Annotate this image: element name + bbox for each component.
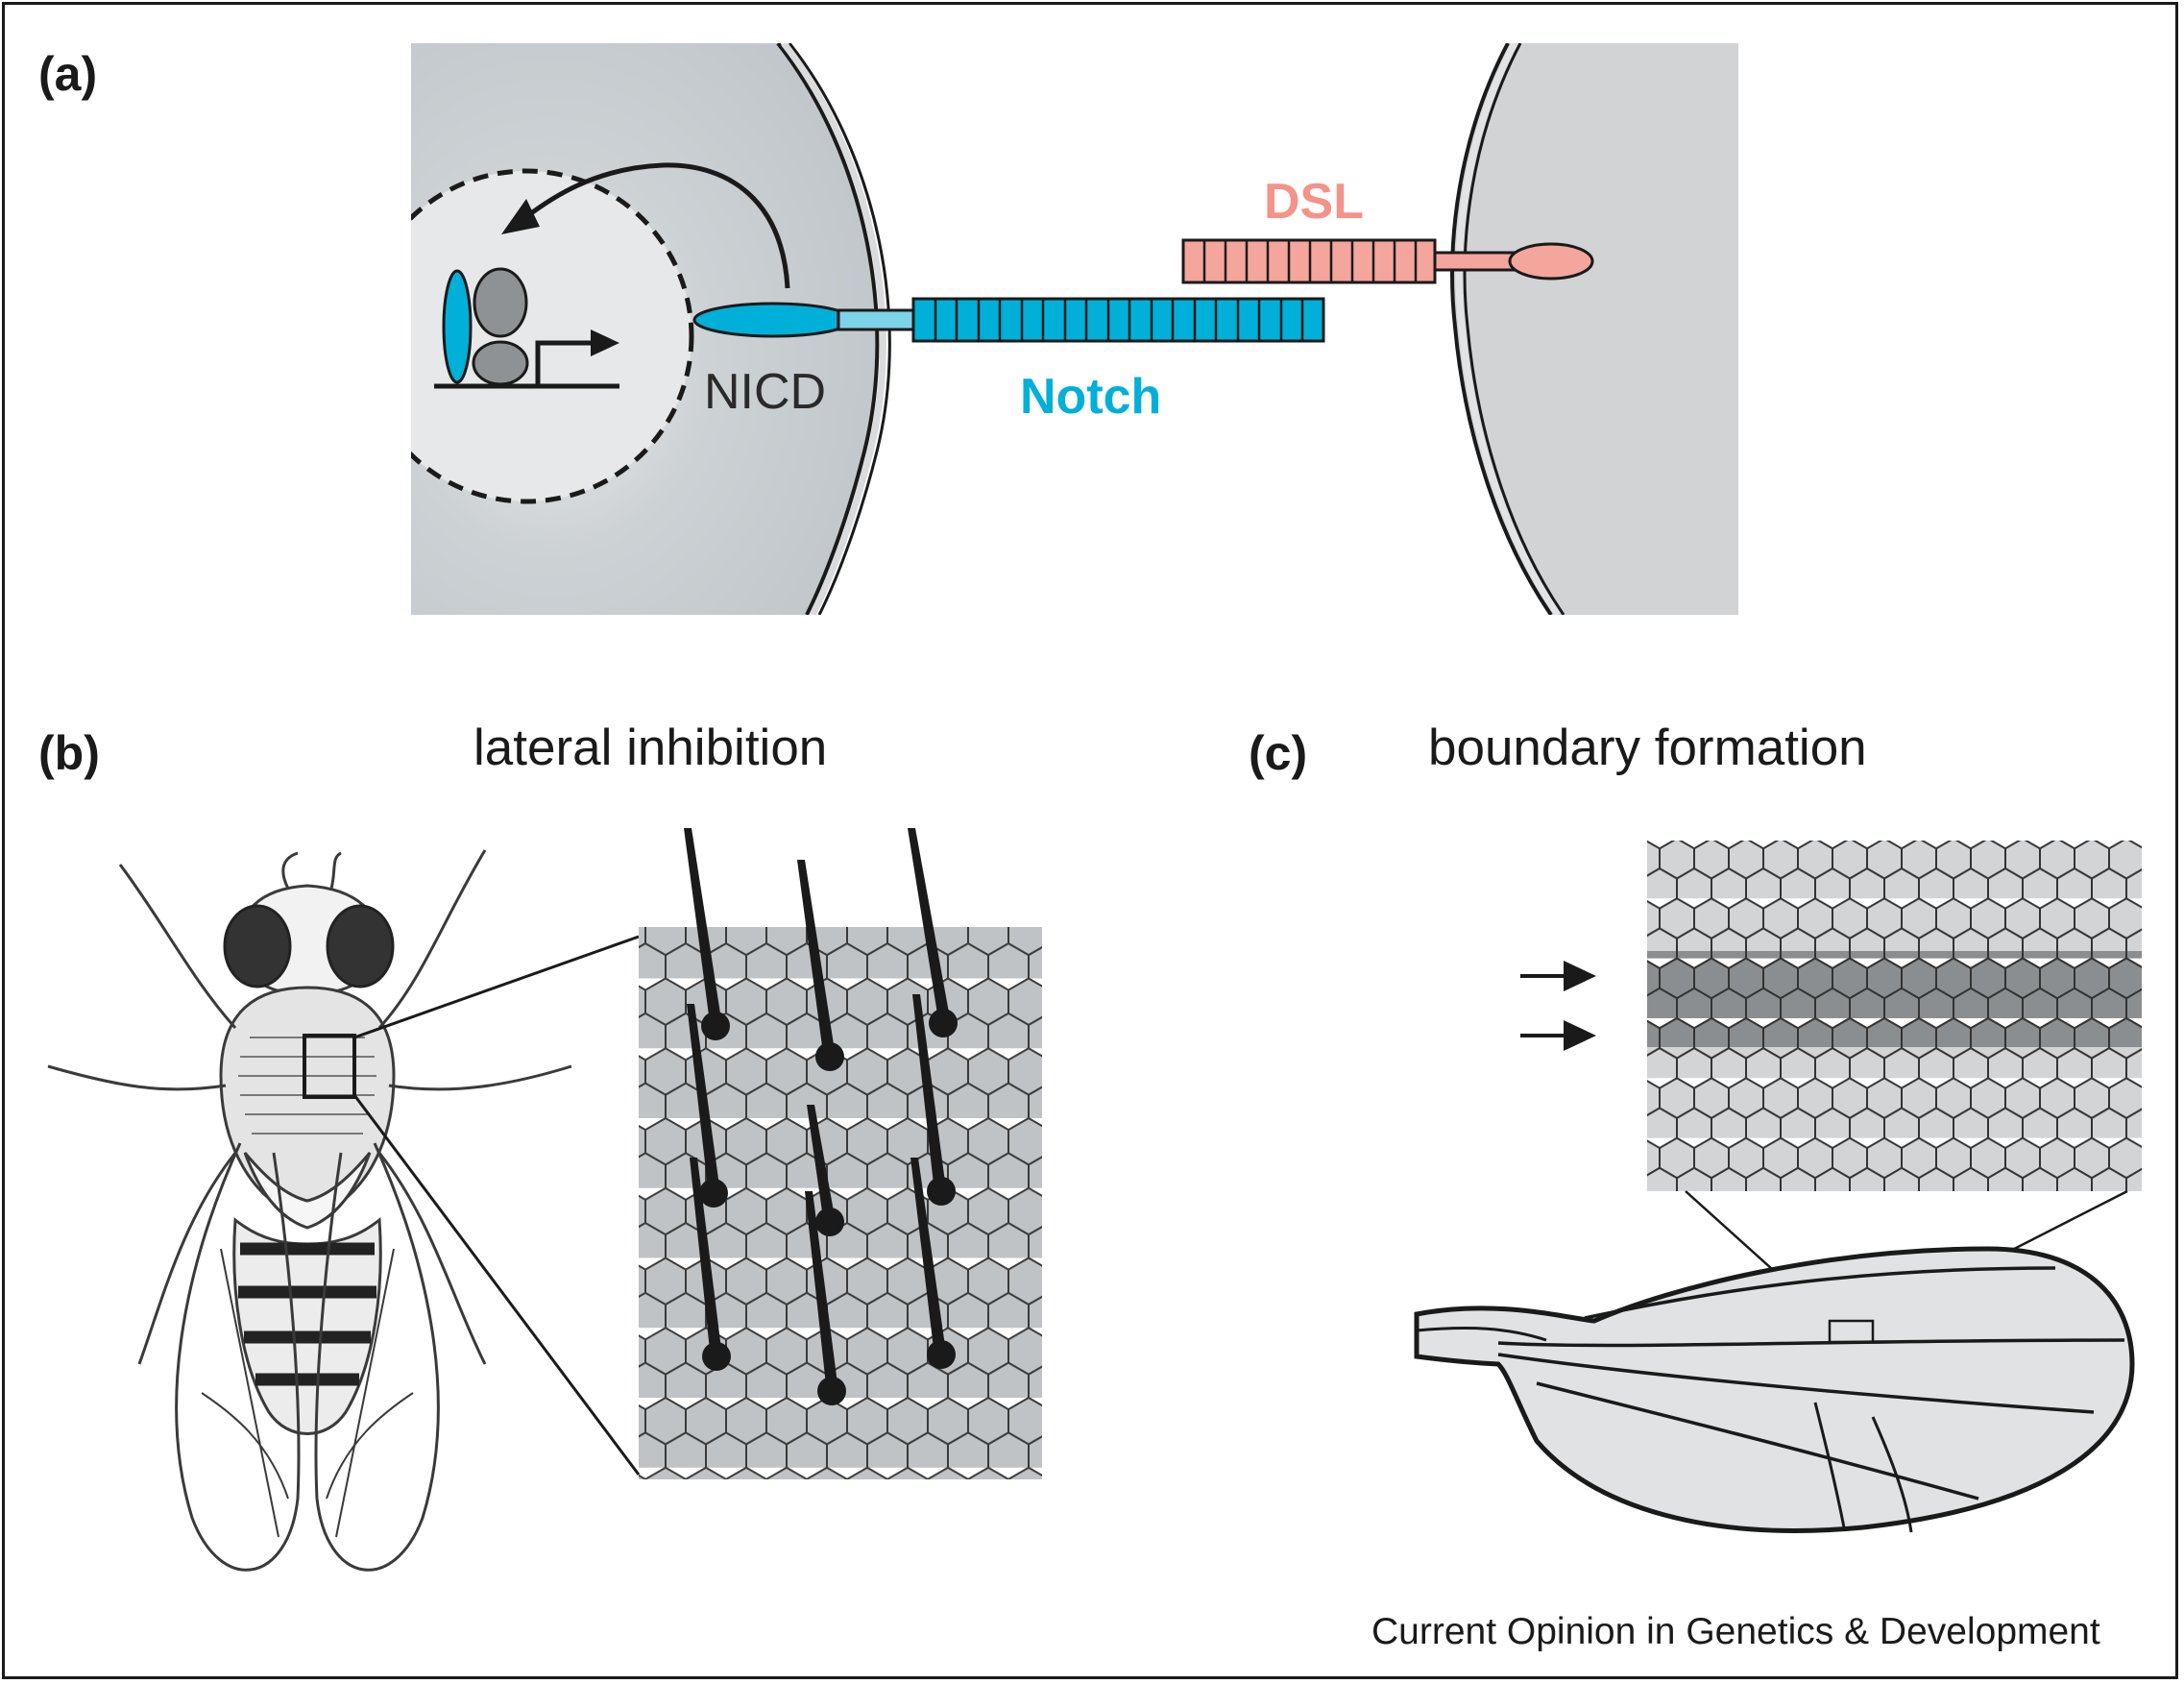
fly-wing-right	[314, 1142, 440, 1572]
wing-drawing	[1414, 1246, 2135, 1533]
nucleus	[411, 168, 694, 504]
fly-eye-right	[326, 904, 395, 988]
dsl-intracellular	[1508, 242, 1594, 281]
dsl-label: DSL	[1264, 174, 1364, 230]
csl-protein-bottom	[472, 340, 529, 386]
panel-a-label: (a)	[38, 47, 98, 101]
dsl-transmembrane	[1433, 251, 1516, 272]
receiving-cell-membrane-inner	[788, 43, 891, 615]
notch-egf-repeats	[911, 297, 1325, 343]
panel-c-title: boundary formation	[1428, 720, 1867, 776]
panel-a-illustration	[411, 43, 1738, 615]
boundary-epithelium	[1647, 841, 2142, 1191]
receiving-cell-membrane-outer	[776, 43, 880, 615]
sending-cell-membrane-outer	[1450, 43, 1553, 615]
arrow-1	[1520, 961, 1596, 991]
sending-cell-membrane-inner	[1463, 43, 1565, 615]
nicd-in-nucleus	[442, 269, 473, 384]
panel-b-title: lateral inhibition	[473, 720, 828, 776]
wing-zoom-box	[1828, 1319, 1875, 1344]
nicd-label: NICD	[704, 364, 827, 420]
nicd-domain	[692, 302, 854, 338]
panel-b-label: (b)	[38, 726, 100, 780]
arrow-2	[1520, 1020, 1596, 1051]
sending-cell	[1452, 43, 1738, 615]
dsl-repeats	[1181, 238, 1437, 284]
journal-credit: Current Opinion in Genetics & Developmen…	[1371, 1611, 2100, 1652]
panel-c-label: (c)	[1249, 726, 1308, 780]
wing-outline	[1414, 1246, 2135, 1533]
notch-label: Notch	[1020, 369, 1162, 425]
translocation-arrow	[522, 162, 790, 289]
notch-transmembrane	[837, 308, 915, 331]
fly-drawing	[47, 849, 572, 1572]
fly-eye-left	[223, 904, 292, 988]
csl-protein-top	[473, 267, 528, 338]
promoter-arrow	[535, 340, 595, 386]
fly-wing-left	[175, 1142, 301, 1572]
sensory-bristles	[684, 828, 958, 1405]
fly-zoom-box	[303, 1034, 356, 1099]
